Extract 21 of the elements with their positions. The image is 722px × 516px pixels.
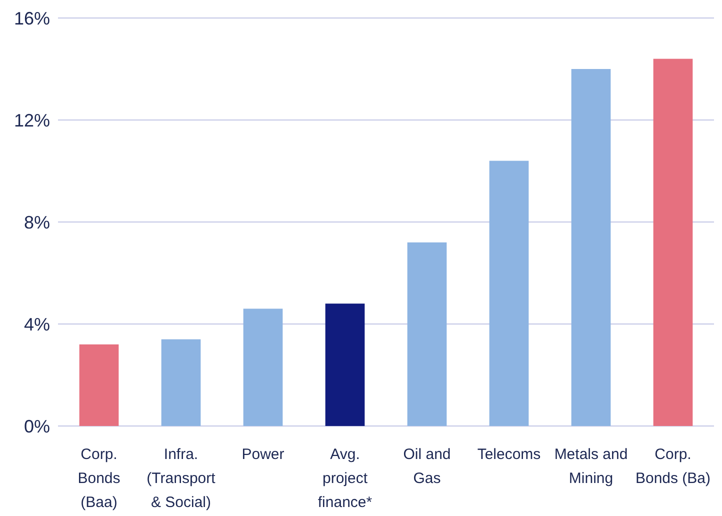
bar bbox=[325, 304, 365, 426]
bar bbox=[407, 242, 447, 426]
bar bbox=[489, 160, 529, 426]
y-tick-label: 0% bbox=[24, 416, 50, 436]
bar bbox=[161, 339, 201, 426]
bar bbox=[243, 308, 283, 426]
x-tick-label: Power bbox=[242, 446, 284, 463]
y-tick-label: 4% bbox=[24, 314, 50, 334]
y-tick-label: 12% bbox=[14, 110, 50, 130]
x-tick-label: Metals and Mining bbox=[554, 446, 628, 487]
x-tick-label: Infra. (Transport & Social) bbox=[146, 446, 216, 511]
y-tick-label: 8% bbox=[24, 212, 50, 232]
x-tick-label: Oil and Gas bbox=[403, 446, 451, 487]
bar bbox=[79, 344, 119, 426]
x-tick-label: Telecoms bbox=[477, 446, 541, 463]
bar bbox=[571, 69, 611, 426]
bar bbox=[653, 58, 693, 426]
x-tick-label: Corp. Bonds (Baa) bbox=[78, 446, 120, 511]
x-tick-label: Corp. Bonds (Ba) bbox=[635, 446, 711, 487]
x-tick-label: Avg. project finance* bbox=[318, 446, 372, 511]
y-tick-label: 16% bbox=[14, 8, 50, 28]
